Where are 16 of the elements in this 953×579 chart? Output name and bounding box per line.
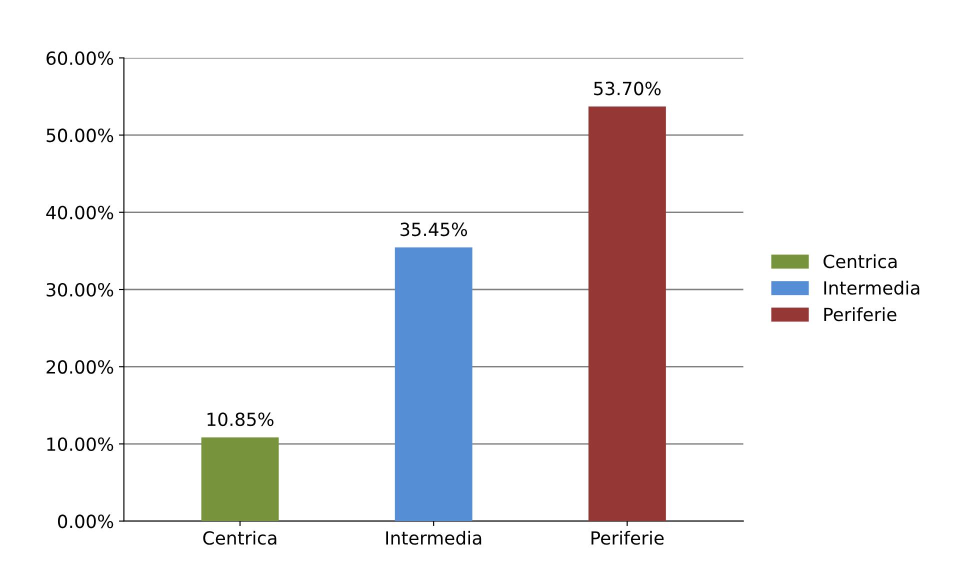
y-tick-label: 0.00% <box>58 514 114 528</box>
x-tick-label: Intermedia <box>386 530 482 545</box>
x-tick-label: Centrica <box>203 530 276 545</box>
legend-label: Intermedia <box>824 280 920 295</box>
data-label: 35.45% <box>400 222 468 236</box>
legend-label: Centrica <box>824 254 897 268</box>
data-label: 10.85% <box>208 412 274 426</box>
y-tick-label: 10.00% <box>47 437 114 452</box>
y-tick-label: 30.00% <box>46 282 114 297</box>
y-tick-label: 50.00% <box>46 128 114 142</box>
y-tick-label: 60.00% <box>46 51 114 66</box>
x-tick-label: Periferie <box>592 530 664 545</box>
legend-label: Periferie <box>824 307 896 322</box>
y-tick-label: 20.00% <box>46 360 114 374</box>
y-tick-label: 40.00% <box>46 206 114 220</box>
data-label: 53.70% <box>594 82 661 96</box>
